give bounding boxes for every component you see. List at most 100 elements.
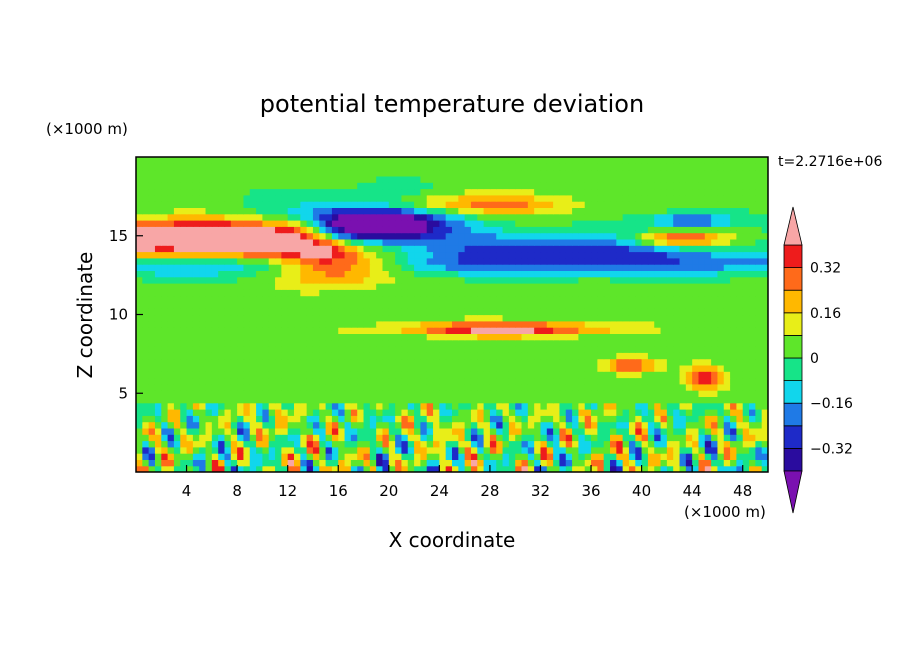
heatmap-cell — [761, 402, 768, 410]
heatmap-cell — [742, 264, 750, 271]
heatmap-cell — [502, 390, 510, 397]
heatmap-cell — [666, 264, 674, 271]
heatmap-cell — [591, 453, 598, 460]
heatmap-cell — [666, 364, 674, 372]
heatmap-cell — [388, 377, 396, 385]
heatmap-cell — [376, 390, 384, 397]
heatmap-cell — [704, 339, 712, 347]
heatmap-cell — [275, 226, 282, 234]
heatmap-cell — [319, 257, 327, 265]
heatmap-cell — [433, 207, 440, 215]
heatmap-cell — [749, 327, 756, 334]
heatmap-cell — [224, 421, 232, 429]
heatmap-cell — [319, 182, 327, 190]
heatmap-cell — [262, 446, 270, 454]
heatmap-cell — [420, 333, 428, 341]
heatmap-cell — [628, 270, 636, 278]
heatmap-cell — [755, 358, 763, 366]
heatmap-cell — [420, 295, 428, 303]
heatmap-cell — [331, 453, 339, 460]
heatmap-cell — [224, 352, 232, 360]
heatmap-cell — [584, 289, 592, 297]
heatmap-cell — [382, 377, 390, 385]
heatmap-cell — [167, 245, 175, 253]
heatmap-cell — [464, 377, 472, 385]
heatmap-cell — [154, 453, 162, 460]
heatmap-cell — [306, 226, 314, 234]
heatmap-cell — [395, 402, 403, 410]
heatmap-cell — [534, 390, 542, 397]
heatmap-cell — [527, 194, 535, 202]
heatmap-cell — [521, 314, 529, 322]
heatmap-cell — [704, 226, 712, 234]
heatmap-cell — [628, 238, 636, 246]
heatmap-cell — [723, 390, 731, 397]
heatmap-cell — [414, 346, 421, 353]
heatmap-cell — [218, 427, 226, 435]
heatmap-cell — [742, 396, 750, 404]
y-unit-label: (×1000 m) — [46, 120, 128, 138]
heatmap-cell — [458, 264, 466, 271]
heatmap-cell — [357, 377, 365, 385]
heatmap-cell — [654, 415, 662, 423]
heatmap-cell — [407, 364, 415, 372]
heatmap-cell — [205, 220, 213, 227]
heatmap-cell — [407, 402, 415, 410]
heatmap-cell — [673, 245, 681, 253]
heatmap-cell — [331, 427, 339, 435]
heatmap-cell — [666, 415, 674, 423]
heatmap-cell — [420, 175, 428, 183]
heatmap-cell — [331, 446, 339, 454]
heatmap-cell — [711, 276, 719, 284]
heatmap-cell — [186, 402, 194, 410]
heatmap-cell — [306, 207, 314, 215]
heatmap-cell — [584, 201, 592, 208]
heatmap-cell — [148, 453, 156, 460]
heatmap-cell — [306, 383, 314, 391]
heatmap-cell — [237, 333, 245, 341]
heatmap-cell — [470, 339, 478, 347]
heatmap-cell — [325, 301, 333, 309]
heatmap-cell — [407, 157, 415, 164]
heatmap-cell — [331, 327, 339, 334]
heatmap-cell — [237, 327, 245, 334]
heatmap-cell — [597, 188, 605, 196]
heatmap-cell — [489, 207, 497, 215]
heatmap-cell — [154, 188, 162, 196]
heatmap-cell — [647, 175, 655, 183]
heatmap-cell — [578, 220, 586, 227]
heatmap-cell — [477, 289, 485, 297]
heatmap-cell — [692, 207, 700, 215]
heatmap-cell — [635, 364, 643, 372]
heatmap-cell — [521, 409, 529, 416]
heatmap-cell — [199, 207, 207, 215]
heatmap-cell — [477, 251, 485, 259]
heatmap-cell — [572, 383, 579, 391]
heatmap-cell — [142, 396, 150, 404]
heatmap-cell — [711, 213, 719, 221]
heatmap-cell — [142, 245, 150, 253]
heatmap-cell — [572, 402, 579, 410]
heatmap-cell — [439, 339, 447, 347]
heatmap-cell — [148, 320, 156, 328]
heatmap-cell — [628, 251, 636, 259]
heatmap-cell — [521, 327, 529, 334]
heatmap-cell — [300, 264, 308, 271]
heatmap-cell — [717, 301, 725, 309]
heatmap-cell — [483, 251, 491, 259]
heatmap-cell — [357, 175, 365, 183]
heatmap-cell — [591, 339, 598, 347]
heatmap-cell — [249, 333, 257, 341]
heatmap-cell — [527, 383, 535, 391]
heatmap-cell — [369, 301, 377, 309]
heatmap-cell — [603, 238, 611, 246]
heatmap-cell — [414, 333, 421, 341]
heatmap-cell — [161, 175, 169, 183]
heatmap-cell — [300, 182, 308, 190]
heatmap-cell — [211, 289, 219, 297]
heatmap-cell — [685, 402, 693, 410]
heatmap-cell — [755, 440, 763, 448]
heatmap-cell — [679, 201, 687, 208]
heatmap-cell — [502, 459, 510, 467]
heatmap-cell — [136, 465, 143, 472]
